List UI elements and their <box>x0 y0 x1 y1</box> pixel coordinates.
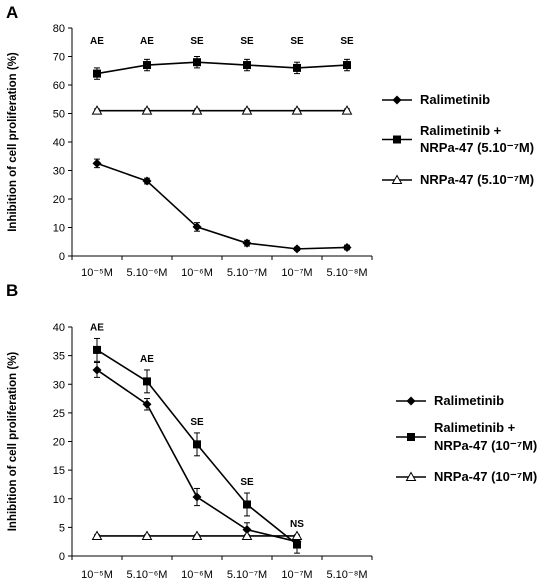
chart-b: 0 5 10 15 20 25 30 35 40 10⁻⁵M 5.10⁻⁶M 10⁻⁶M 5.10⁻⁷M… <box>7 322 537 581</box>
a-series-1-point <box>293 63 301 72</box>
a-legend-label: Ralimetinib + <box>420 123 502 138</box>
a-series-2-point <box>341 105 353 115</box>
a-series-2-point <box>191 105 203 115</box>
b-y-tick-label: 0 <box>59 551 65 563</box>
b-series-1-point <box>243 500 251 509</box>
a-series-0-point <box>92 158 102 168</box>
a-y-tick-label: 60 <box>53 80 65 92</box>
panel-a-label: A <box>6 3 18 22</box>
a-series-1-line <box>96 61 348 75</box>
a-significance-label: SE <box>190 36 204 47</box>
a-x-tick-label: 5.10⁻⁶M <box>127 267 168 279</box>
a-legend-swatch-marker <box>391 174 403 184</box>
a-y-tick-label: 50 <box>53 109 65 121</box>
b-y-tick-label: 25 <box>53 408 65 420</box>
a-legend-label: NRPa-47 (5.10⁻⁷M) <box>420 172 534 187</box>
b-series-2-point <box>191 530 203 540</box>
a-x-tick-label: 10⁻⁷M <box>281 267 312 279</box>
b-legend-label: Ralimetinib + <box>434 420 516 435</box>
a-y-tick-label: 30 <box>53 166 65 178</box>
a-y-tick-label: 0 <box>59 251 65 263</box>
b-legend-label: Ralimetinib <box>434 393 504 408</box>
a-series-1-point <box>143 61 151 70</box>
a-series-1-point <box>243 61 251 70</box>
b-y-tick-label: 15 <box>53 465 65 477</box>
a-series-2-point <box>291 105 303 115</box>
a-significance-label: SE <box>290 36 304 47</box>
a-series-0-point <box>142 176 152 186</box>
b-series-0-point <box>142 399 152 409</box>
b-series-0-point <box>92 365 102 375</box>
a-significance-label: AE <box>90 36 104 47</box>
b-significance-label: SE <box>190 417 204 428</box>
b-legend-label: NRPa-47 (10⁻⁷M) <box>434 469 537 484</box>
b-series-0-point <box>192 492 202 502</box>
a-legend-swatch-marker <box>392 95 402 105</box>
b-series-0-point <box>242 525 252 535</box>
a-significance-label: SE <box>340 36 354 47</box>
a-x-tick-label: 5.10⁻⁷M <box>227 267 267 279</box>
a-series-0-point <box>292 244 302 254</box>
a-y-axis-title: Inhibition of cell proliferation (%) <box>7 52 19 232</box>
b-x-tick-label: 5.10⁻⁶M <box>127 569 168 581</box>
b-x-tick-label: 5.10⁻⁷M <box>227 569 267 581</box>
a-series-0-point <box>242 238 252 248</box>
b-series-1-point <box>93 345 101 354</box>
a-series-1-point <box>343 61 351 70</box>
b-legend-swatch-marker <box>405 471 417 481</box>
a-series-2-point <box>141 105 153 115</box>
a-x-tick-label: 5.10⁻⁸M <box>326 267 367 279</box>
b-x-tick-label: 10⁻⁵M <box>81 569 113 581</box>
a-series-0-point <box>192 222 202 232</box>
a-legend-swatch-marker <box>393 135 401 144</box>
b-significance-label: AE <box>90 322 104 333</box>
b-series-1-point <box>143 377 151 386</box>
b-legend-swatch-marker <box>407 433 415 441</box>
a-series-0-line <box>96 162 348 250</box>
b-series-1-point <box>193 440 201 449</box>
a-x-tick-label: 10⁻⁶M <box>181 267 213 279</box>
b-y-tick-label: 35 <box>53 351 65 363</box>
b-series-1-point <box>293 540 301 549</box>
a-significance-label: AE <box>140 36 154 47</box>
b-significance-label: AE <box>140 354 154 365</box>
b-series-2-point <box>241 530 253 540</box>
b-legend-swatch-marker <box>406 396 416 406</box>
a-series-2-point <box>91 105 103 115</box>
b-x-tick-label: 10⁻⁷M <box>281 569 312 581</box>
b-y-tick-label: 20 <box>53 437 65 449</box>
a-legend-label: Ralimetinib <box>420 92 490 107</box>
a-y-tick-label: 70 <box>53 52 65 64</box>
panel-b-label: B <box>6 281 18 300</box>
a-x-tick-label: 10⁻⁵M <box>81 267 113 279</box>
a-legend-label: NRPa-47 (5.10⁻⁷M) <box>420 140 534 155</box>
a-y-tick-label: 80 <box>53 23 65 35</box>
b-significance-label: NS <box>290 519 304 530</box>
b-legend-label: NRPa-47 (10⁻⁷M) <box>434 438 537 453</box>
a-y-tick-label: 40 <box>53 137 65 149</box>
b-x-tick-label: 5.10⁻⁸M <box>326 569 367 581</box>
b-y-axis-title: Inhibition of cell proliferation (%) <box>7 352 19 532</box>
b-y-tick-label: 40 <box>53 322 65 334</box>
b-series-2-point <box>91 530 103 540</box>
b-y-tick-label: 10 <box>53 494 65 506</box>
chart-a: 0 10 20 30 40 50 60 70 80 10⁻⁵M 5.10⁻⁶M 10⁻⁶M 5.10⁻⁷… <box>7 23 534 279</box>
b-series-2-point <box>141 530 153 540</box>
b-x-tick-label: 10⁻⁶M <box>181 569 213 581</box>
b-y-tick-label: 30 <box>53 379 65 391</box>
b-y-tick-label: 5 <box>59 522 65 534</box>
a-series-0-point <box>342 242 352 252</box>
a-y-tick-label: 10 <box>53 223 65 235</box>
a-significance-label: SE <box>240 36 254 47</box>
a-y-tick-label: 20 <box>53 194 65 206</box>
a-series-2-point <box>241 105 253 115</box>
a-series-1-point <box>193 58 201 67</box>
b-series-2-point <box>291 530 303 540</box>
b-significance-label: SE <box>240 477 254 488</box>
a-series-1-point <box>93 69 101 78</box>
